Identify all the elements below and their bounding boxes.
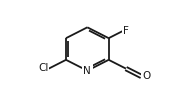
Text: N: N [83, 66, 91, 76]
Text: F: F [123, 26, 129, 36]
Text: O: O [143, 71, 151, 81]
Text: Cl: Cl [38, 63, 48, 73]
